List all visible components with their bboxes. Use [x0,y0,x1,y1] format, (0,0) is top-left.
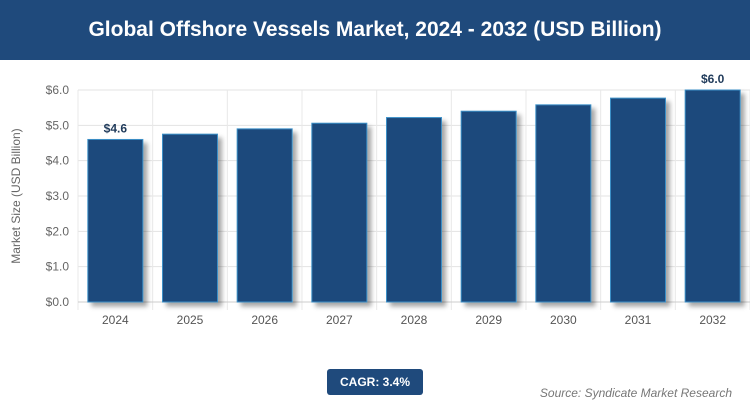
source-note: Source: Syndicate Market Research [539,386,732,400]
x-tick-label: 2028 [401,313,428,327]
y-axis-title: Market Size (USD Billion) [9,128,23,263]
y-tick-label: $5.0 [46,118,70,132]
data-label: $4.6 [104,121,128,135]
y-tick-label: $0.0 [46,295,70,309]
x-tick-label: 2029 [475,313,502,327]
cagr-badge: CAGR: 3.4% [327,369,423,395]
y-tick-label: $4.0 [46,154,70,168]
bar-2030 [535,104,592,303]
bar-chart: $0.0 $1.0 $2.0 $3.0 $4.0 $5.0 $6.0 Market Size … [9,72,750,327]
x-tick-label: 2030 [550,313,577,327]
bar-2027 [311,122,368,303]
bar-2024 [87,138,144,303]
y-tick-label: $2.0 [46,224,70,238]
bar-2028 [386,117,442,303]
x-tick-label: 2026 [251,313,278,327]
y-tick-label: $1.0 [46,260,70,274]
x-tick-label: 2027 [326,313,353,327]
bar-2031 [610,97,666,303]
x-tick-label: 2024 [102,313,129,327]
bar-2029 [460,110,517,303]
bar-2032 [684,89,741,303]
x-tick-label: 2025 [177,313,204,327]
bar-2025 [162,133,218,303]
x-tick-label: 2031 [625,313,652,327]
y-tick-label: $6.0 [46,83,70,97]
y-tick-label: $3.0 [46,189,70,203]
bar-2026 [236,128,293,303]
data-label: $6.0 [701,72,725,86]
x-tick-label: 2032 [699,313,726,327]
chart-title: Global Offshore Vessels Market, 2024 - 2… [0,0,750,60]
